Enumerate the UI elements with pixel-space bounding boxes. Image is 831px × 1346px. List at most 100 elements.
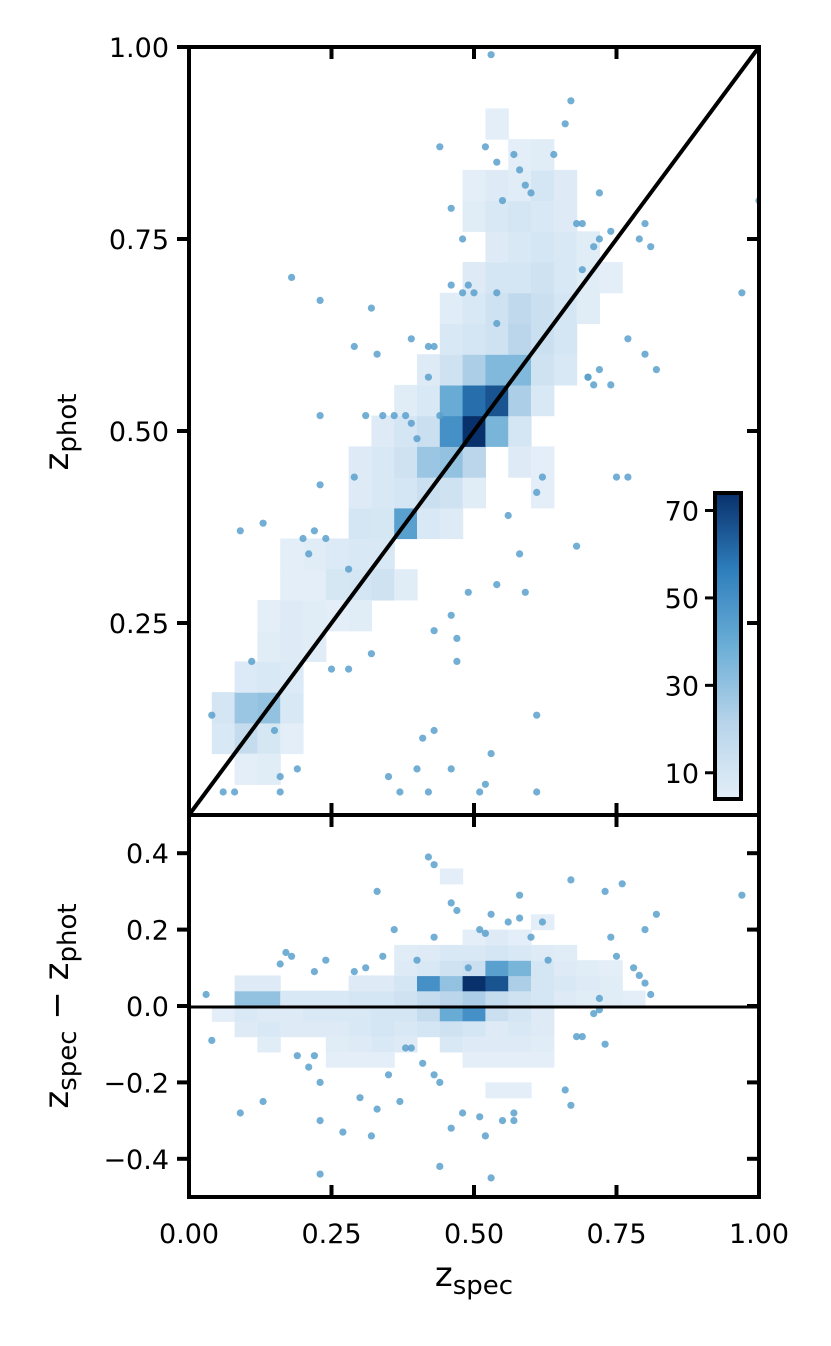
heatmap-bin [531, 446, 555, 478]
heatmap-bin [508, 323, 532, 355]
scatter-point [533, 488, 541, 496]
scatter-point [259, 1097, 267, 1106]
heatmap-bin [417, 975, 441, 992]
scatter-point [447, 611, 455, 619]
scatter-point [350, 342, 358, 351]
heatmap-bin [417, 415, 441, 447]
scatter-point [607, 381, 615, 389]
heatmap-bin [257, 1006, 281, 1022]
heatmap-bin [394, 446, 418, 478]
heatmap-bin [508, 1082, 532, 1099]
heatmap-bin [485, 1082, 509, 1099]
heatmap-bin [348, 990, 372, 1007]
scatter-point [573, 1033, 581, 1041]
scatter-point [276, 960, 284, 968]
heatmap-bin [257, 975, 281, 992]
scatter-point [647, 990, 655, 999]
heatmap-bin [371, 990, 395, 1007]
heatmap-bin [485, 323, 509, 355]
scatter-point [533, 788, 541, 796]
heatmap-bin [553, 354, 578, 386]
heatmap-bin [348, 975, 372, 992]
heatmap-bin [211, 722, 236, 755]
heatmap-bin [485, 990, 509, 1007]
scatter-point [470, 289, 478, 297]
heatmap-bin [417, 1006, 441, 1022]
scatter-point [464, 964, 472, 972]
heatmap-bin [599, 262, 623, 294]
scatter-point [481, 1132, 489, 1140]
heatmap-bin [508, 929, 532, 946]
scatter-point [527, 933, 535, 941]
heatmap-bin [394, 1021, 418, 1038]
heatmap-bin [280, 692, 304, 724]
heatmap-bin [439, 415, 464, 447]
heatmap-bin [280, 600, 304, 632]
scatter-point [316, 481, 324, 489]
heatmap-bin [439, 384, 464, 417]
heatmap-bin [348, 1021, 372, 1038]
scatter-point [595, 189, 604, 197]
heatmap-bin [257, 630, 281, 662]
scatter-point [424, 342, 432, 351]
scatter-point [573, 542, 581, 550]
heatmap-bin [394, 960, 418, 977]
heatmap-bin [485, 975, 509, 992]
heatmap-bin [485, 1021, 509, 1038]
x-tick-label: 0.25 [301, 1219, 361, 1250]
scatter-point [595, 235, 604, 243]
heatmap-bin [371, 1051, 395, 1068]
heatmap-bin [394, 569, 418, 601]
heatmap-bin [371, 446, 395, 478]
heatmap-bin [348, 1006, 372, 1022]
heatmap-bin [439, 1006, 464, 1022]
y-tick-label: 0.2 [126, 916, 169, 947]
heatmap-bin [234, 692, 258, 724]
bottom-heatmap-bins [211, 868, 646, 1099]
scatter-point [316, 412, 324, 420]
heatmap-bin [348, 1051, 372, 1068]
heatmap-bin [394, 384, 418, 417]
x-axis-label: zspec [435, 1255, 513, 1301]
scatter-point [373, 887, 381, 896]
x-tick-label: 0.00 [159, 1219, 219, 1250]
heatmap-bin [508, 960, 532, 977]
top-y-axis-label: zphot [37, 394, 83, 471]
scatter-point [373, 350, 381, 358]
scatter-point [487, 910, 495, 918]
heatmap-bin [348, 600, 372, 632]
scatter-point [362, 412, 370, 420]
heatmap-bin [462, 354, 486, 386]
scatter-point [538, 473, 547, 481]
scatter-point [379, 952, 387, 960]
scatter-point [373, 1105, 381, 1113]
scatter-point [270, 726, 279, 735]
scatter-point [550, 150, 558, 159]
scatter-point [624, 473, 632, 481]
scatter-point [493, 581, 501, 589]
heatmap-bin [325, 990, 350, 1007]
scatter-point [390, 412, 398, 420]
heatmap-bin [553, 231, 578, 263]
scatter-point [208, 711, 216, 719]
heatmap-bin [257, 600, 281, 632]
heatmap-bin [508, 446, 532, 478]
heatmap-bin [622, 990, 646, 1007]
scatter-point [430, 933, 438, 941]
colorbar: 10 30 50 70 [665, 491, 743, 801]
scatter-point [236, 527, 244, 535]
scatter-point [567, 97, 575, 105]
scatter-point [590, 381, 598, 389]
heatmap-bin [325, 1036, 350, 1053]
scatter-point [248, 657, 256, 666]
bottom-ticks: 0.00 0.25 0.50 0.75 1.00 −0.4 −0.2 0.0 0.2 0.4 [103, 815, 789, 1250]
scatter-point [367, 1132, 375, 1140]
heatmap-bin [531, 292, 555, 325]
scatter-point [293, 1052, 301, 1060]
heatmap-bin [439, 990, 464, 1007]
heatmap-bin [280, 1006, 304, 1022]
scatter-point [601, 887, 609, 896]
heatmap-bin [462, 1006, 486, 1022]
heatmap-bin [531, 1006, 555, 1022]
scatter-point [652, 366, 661, 374]
